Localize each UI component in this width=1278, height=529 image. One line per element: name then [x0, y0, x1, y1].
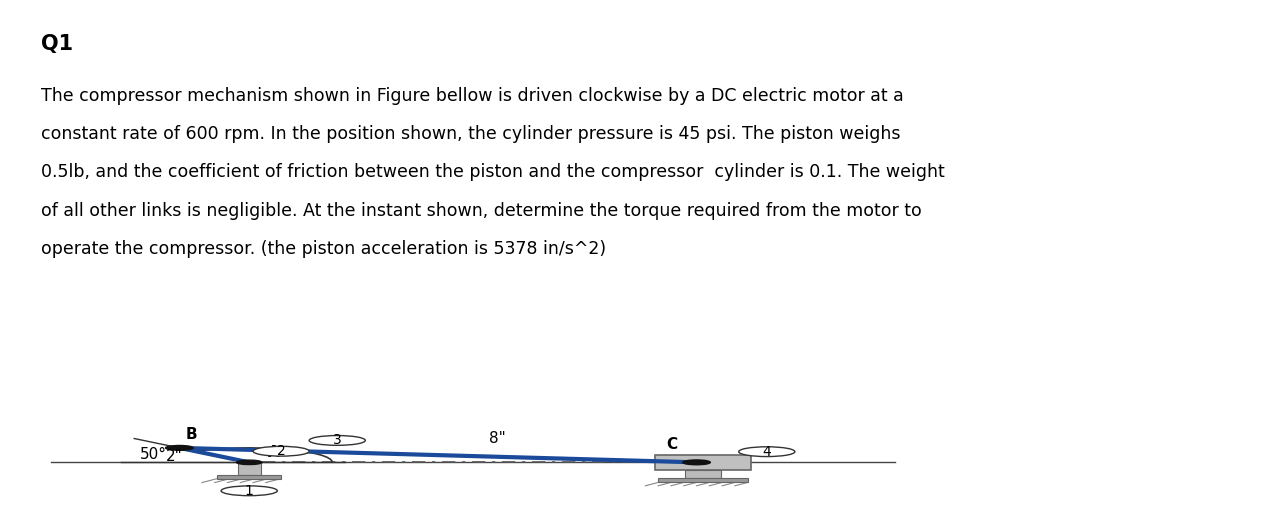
Circle shape [682, 460, 711, 465]
Circle shape [309, 435, 366, 445]
Circle shape [166, 445, 193, 450]
Text: of all other links is negligible. At the instant shown, determine the torque req: of all other links is negligible. At the… [41, 202, 921, 220]
Text: Q1: Q1 [41, 34, 73, 54]
Text: 0.5lb, and the coefficient of friction between the piston and the compressor  cy: 0.5lb, and the coefficient of friction b… [41, 163, 944, 181]
Bar [658, 478, 748, 482]
Text: operate the compressor. (the piston acceleration is 5378 in/s^2): operate the compressor. (the piston acce… [41, 240, 606, 258]
Bar [656, 455, 751, 470]
Circle shape [221, 486, 277, 496]
Text: The compressor mechanism shown in Figure bellow is driven clockwise by a DC elec: The compressor mechanism shown in Figure… [41, 87, 904, 105]
Bar [685, 470, 721, 478]
Text: 50°: 50° [139, 447, 167, 462]
Text: 2: 2 [277, 444, 285, 458]
Text: B: B [185, 427, 197, 442]
Bar [217, 475, 281, 479]
Text: 1: 1 [245, 484, 253, 498]
Circle shape [739, 447, 795, 457]
Bar [238, 462, 261, 475]
Circle shape [236, 460, 262, 464]
Text: 2": 2" [166, 449, 183, 464]
Text: 3: 3 [332, 433, 341, 448]
Text: constant rate of 600 rpm. In the position shown, the cylinder pressure is 45 psi: constant rate of 600 rpm. In the positio… [41, 125, 901, 143]
Circle shape [253, 446, 309, 456]
Text: 4: 4 [763, 445, 771, 459]
Text: C: C [666, 436, 677, 452]
Text: 8": 8" [489, 431, 506, 446]
Text: A: A [268, 445, 280, 460]
